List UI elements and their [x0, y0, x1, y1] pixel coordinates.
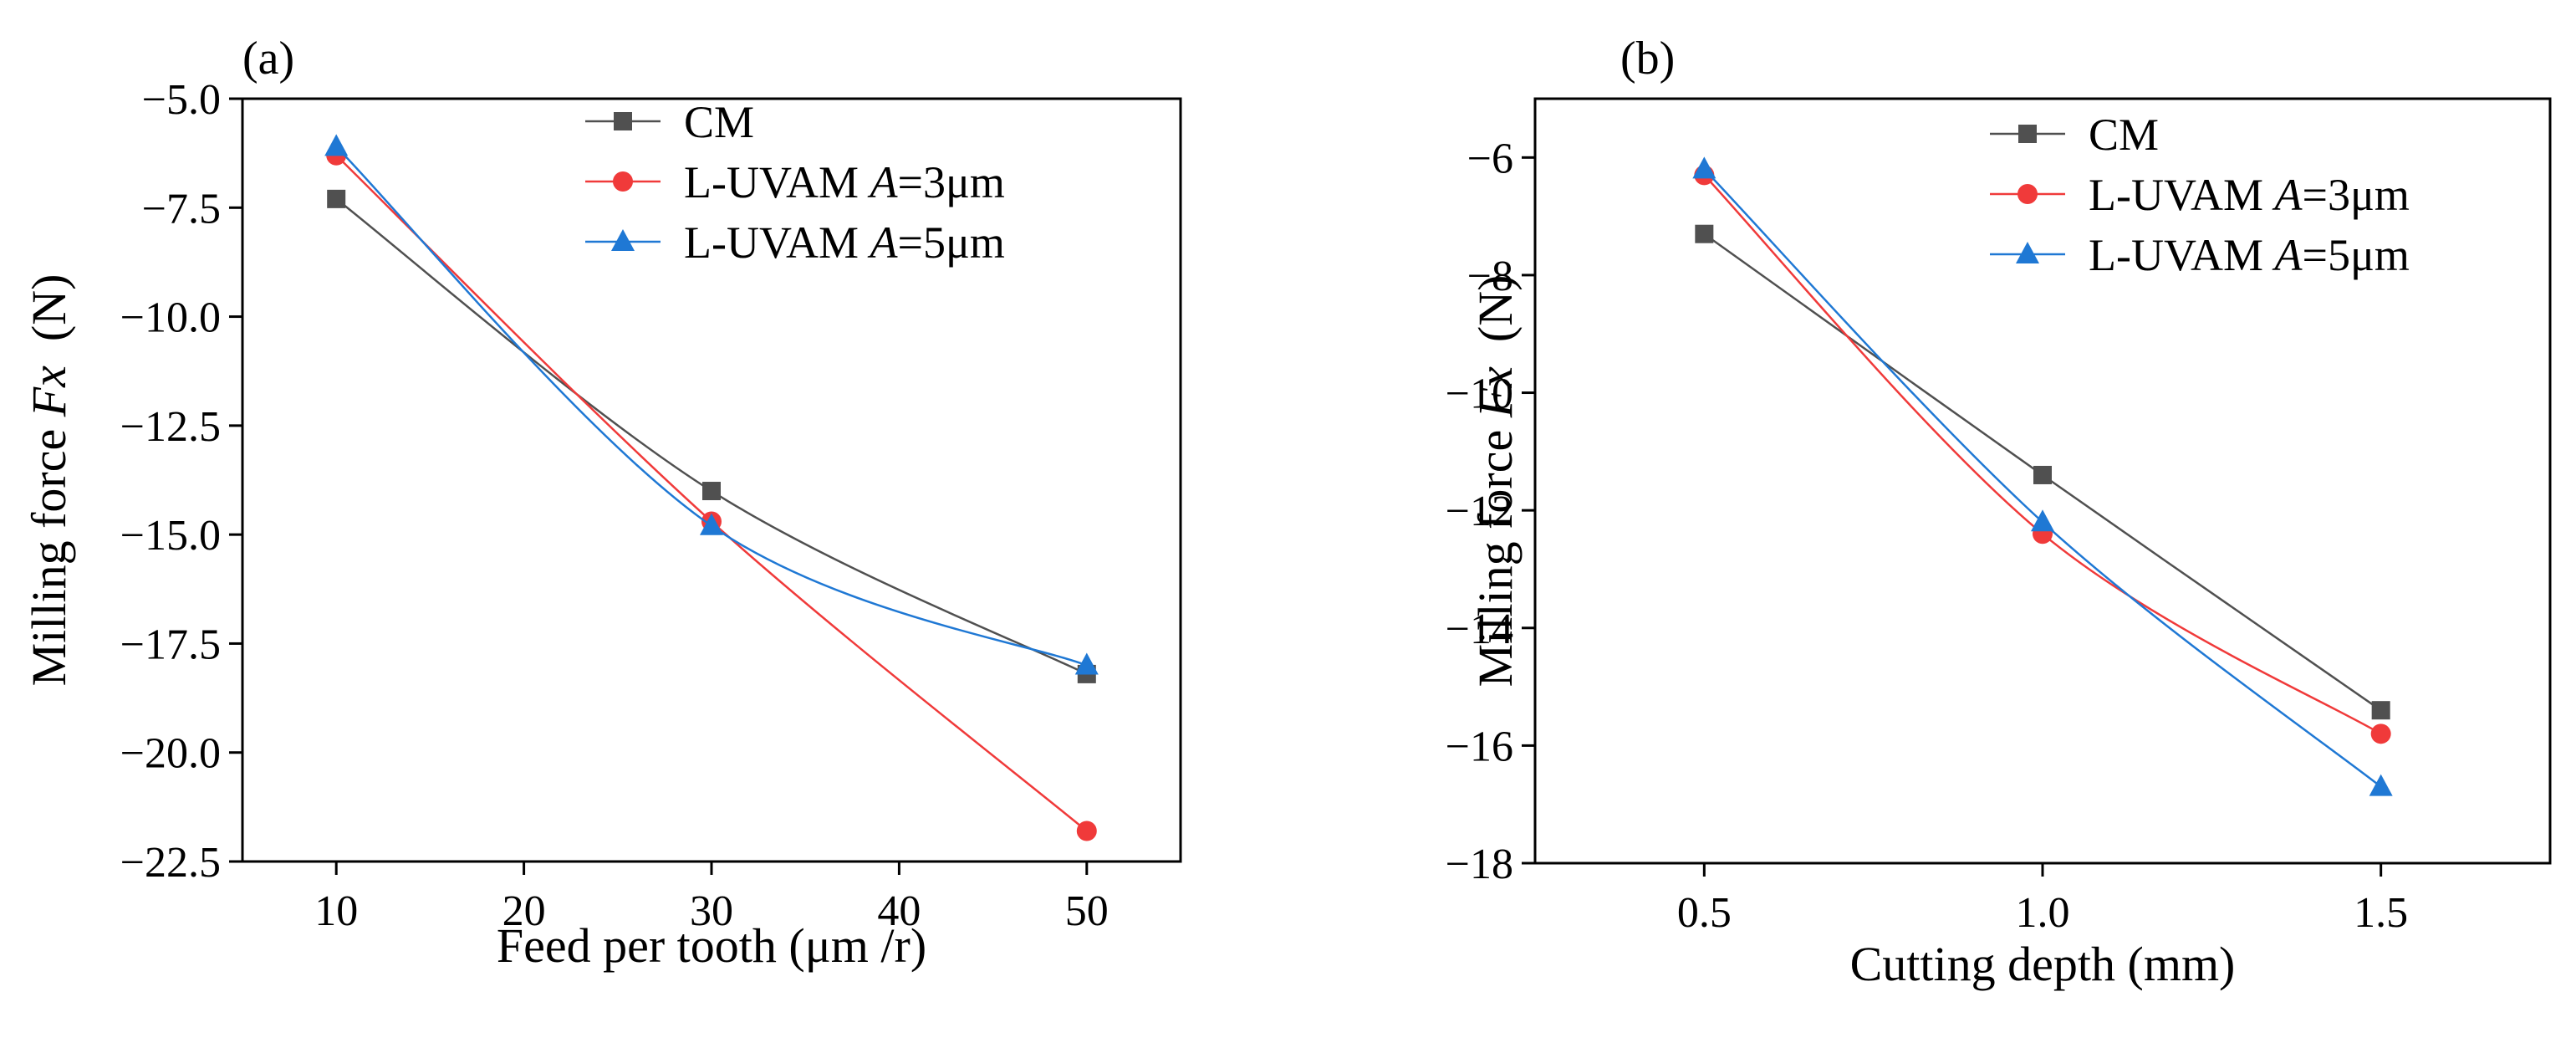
- legend-label: CM: [684, 97, 754, 147]
- y-tick-label: −12.5: [120, 403, 221, 451]
- data-point: [2371, 701, 2390, 720]
- series-2: [324, 134, 1099, 675]
- x-tick-label: 0.5: [1677, 889, 1732, 937]
- series-0: [1695, 224, 2390, 720]
- data-point: [700, 513, 723, 535]
- legend-marker: [2016, 242, 2039, 263]
- data-point: [2033, 465, 2052, 484]
- x-axis-title: Feed per tooth (μm /r): [497, 918, 926, 973]
- legend-label-variable: A: [2272, 170, 2303, 220]
- panel-label: (b): [1620, 33, 1675, 84]
- y-tick-label: −7.5: [142, 185, 221, 233]
- x-tick-label: 50: [1065, 887, 1109, 935]
- data-point: [2370, 723, 2391, 744]
- y-axis-title-prefix: Milling force: [22, 417, 76, 686]
- y-tick-label: −15.0: [120, 512, 221, 560]
- x-tick-label: 20: [502, 887, 546, 935]
- chart-panel-a: −5.0 −7.5 −10.0 −12.5 −15.0 −17.5 −20.0 −22.5 10…: [22, 33, 1182, 973]
- y-tick-label: −17.5: [120, 621, 221, 668]
- legend-marker: [613, 171, 633, 192]
- data-point: [324, 134, 349, 156]
- y-tick-label: −6: [1467, 135, 1513, 182]
- y-axis-title: Milling force Fx (N): [22, 274, 76, 687]
- y-tick-label: −16: [1446, 723, 1513, 770]
- legend-label-suffix: =3μm: [898, 157, 1005, 207]
- legend-label-prefix: L-UVAM: [684, 217, 870, 268]
- x-tick-label: 1.5: [2354, 889, 2408, 937]
- legend-marker: [614, 112, 632, 130]
- legend-label: L-UVAM A=3μm: [684, 157, 1005, 207]
- legend-label-suffix: =3μm: [2303, 170, 2410, 220]
- x-axis-title: Cutting depth (mm): [1850, 937, 2236, 991]
- y-axis-title-variable: Fx: [1468, 366, 1523, 418]
- legend-label: L-UVAM A=5μm: [2089, 230, 2410, 280]
- y-tick-label: −10: [1446, 371, 1513, 418]
- legend-label-variable: A: [868, 217, 899, 268]
- legend-label-prefix: L-UVAM: [2089, 230, 2275, 280]
- series-line: [335, 146, 1088, 667]
- y-tick-label: −12: [1446, 488, 1513, 535]
- data-point: [327, 189, 346, 208]
- y-axis-title-prefix: Milling force: [1468, 417, 1523, 687]
- data-point: [1074, 652, 1099, 675]
- legend-marker: [2017, 184, 2038, 204]
- y-tick-label: −14: [1446, 606, 1513, 653]
- data-point: [1695, 224, 1714, 243]
- legend-label-prefix: CM: [2089, 110, 2159, 160]
- y-tick-label: −18: [1446, 841, 1513, 888]
- legend-marker: [611, 229, 635, 251]
- y-axis-title: Milling force Fx (N): [1468, 275, 1523, 688]
- legend-label-suffix: =5μm: [898, 217, 1005, 268]
- legend-label-prefix: L-UVAM: [2089, 170, 2275, 220]
- x-tick-label: 40: [877, 887, 921, 935]
- legend-label-prefix: CM: [684, 97, 754, 147]
- data-point: [1076, 821, 1097, 841]
- legend-label-variable: A: [2272, 230, 2303, 280]
- data-point: [1692, 156, 1716, 179]
- y-tick-label: −8: [1467, 253, 1513, 300]
- data-point: [2031, 509, 2054, 532]
- y-tick-label: −22.5: [120, 839, 221, 887]
- data-point: [702, 482, 721, 501]
- panel-label: (a): [242, 33, 294, 84]
- y-tick-label: −10.0: [120, 294, 221, 342]
- series-2: [1692, 156, 2393, 796]
- legend-label-variable: A: [868, 157, 899, 207]
- y-axis-title-unit: (N): [22, 274, 76, 366]
- y-axis-title-variable: Fx: [22, 366, 76, 417]
- x-tick-label: 10: [314, 887, 358, 935]
- legend-label: CM: [2089, 110, 2159, 160]
- chart-panel-b: −6 −8 −10 −12 −14 −16 −18 0.5 1.0 1.5 Cutting dept…: [1446, 33, 2552, 991]
- legend-label: L-UVAM A=5μm: [684, 217, 1005, 268]
- y-tick-label: −5.0: [142, 76, 221, 124]
- y-tick-label: −20.0: [120, 730, 221, 778]
- legend-label-prefix: L-UVAM: [684, 157, 870, 207]
- x-tick-label: 30: [690, 887, 733, 935]
- legend-label-suffix: =5μm: [2303, 230, 2410, 280]
- plot-frame: [241, 97, 1182, 863]
- legend-label: L-UVAM A=3μm: [2089, 170, 2410, 220]
- y-axis-title-unit: (N): [1468, 275, 1523, 367]
- x-tick-label: 1.0: [2016, 889, 2070, 937]
- data-point: [2369, 774, 2393, 796]
- legend-marker: [2018, 125, 2037, 143]
